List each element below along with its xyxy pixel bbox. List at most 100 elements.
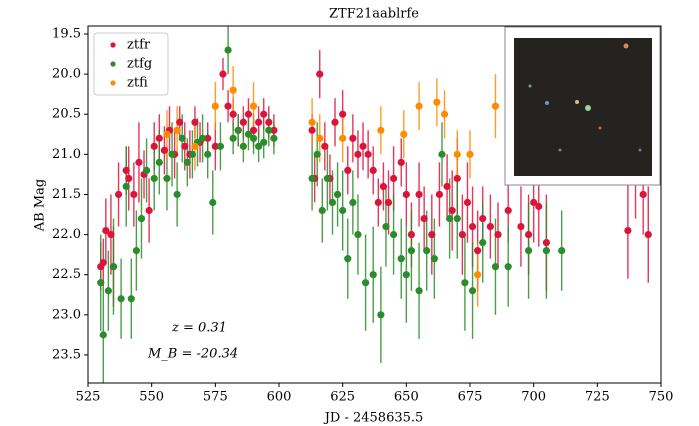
data-point [308, 174, 316, 183]
data-point [377, 311, 385, 319]
data-point [369, 271, 377, 279]
data-point [479, 239, 487, 247]
data-point [433, 98, 441, 106]
data-point [535, 202, 543, 211]
legend-marker [110, 42, 116, 48]
y-tick-label: 20.5 [52, 107, 81, 122]
data-point [178, 134, 186, 142]
data-point [224, 46, 232, 54]
data-point [150, 142, 158, 150]
inset-source [585, 105, 591, 111]
data-point [440, 110, 449, 118]
inset-star [638, 148, 642, 152]
x-tick-label: 725 [585, 390, 610, 405]
data-point [99, 331, 107, 339]
data-point [397, 255, 405, 263]
data-point [331, 118, 339, 126]
data-point [453, 214, 461, 223]
legend-marker [110, 80, 116, 86]
data-point [204, 150, 212, 158]
x-axis-label: JD - 2458635.5 [323, 411, 424, 426]
data-point [219, 70, 227, 78]
data-point [504, 206, 512, 215]
x-tick-label: 750 [649, 390, 674, 405]
data-point [415, 190, 423, 199]
data-point [249, 134, 258, 142]
data-point [407, 230, 416, 239]
data-point [639, 190, 647, 199]
data-point [328, 198, 337, 207]
data-point [379, 182, 388, 191]
chart-title: ZTF21aablrfe [329, 7, 419, 22]
data-point [155, 158, 163, 166]
data-point [130, 190, 138, 199]
plot-area [97, 26, 652, 383]
data-point [104, 287, 112, 295]
y-tick-label: 21.5 [52, 187, 81, 202]
data-point [107, 230, 115, 239]
data-point [468, 287, 477, 295]
data-point [132, 247, 140, 255]
data-point [316, 134, 324, 142]
data-point [530, 198, 538, 207]
data-point [407, 247, 416, 255]
data-point [260, 138, 268, 146]
data-point [486, 222, 494, 231]
legend-label: ztfg [127, 57, 152, 72]
inset-star [545, 101, 549, 105]
data-point [474, 271, 482, 279]
data-point [173, 190, 181, 199]
data-point [542, 239, 551, 247]
data-point [211, 142, 219, 150]
data-point [374, 198, 382, 207]
data-point [402, 271, 410, 279]
x-tick-label: 600 [267, 390, 292, 405]
data-point [255, 118, 263, 126]
data-point [260, 110, 268, 118]
data-point [155, 134, 163, 142]
data-point [150, 174, 158, 183]
y-tick-label: 22.0 [52, 227, 81, 242]
data-point [369, 166, 377, 175]
data-point [239, 142, 247, 150]
data-point [265, 126, 273, 134]
axes-frame [87, 25, 662, 384]
data-point [448, 206, 456, 215]
annotation: z = 0.31 [171, 321, 227, 336]
y-axis-label: AB Mag [33, 179, 48, 232]
data-point [644, 230, 652, 239]
data-point [211, 102, 219, 110]
data-point [229, 110, 237, 118]
data-point [239, 118, 247, 126]
data-point [446, 214, 454, 223]
data-point [97, 279, 105, 287]
data-point [183, 158, 191, 166]
data-point [163, 130, 171, 138]
data-point [491, 263, 500, 271]
data-point [415, 287, 423, 295]
data-point [137, 214, 146, 223]
data-point [430, 255, 438, 263]
data-point [397, 158, 405, 166]
data-point [122, 182, 130, 191]
data-point [468, 222, 477, 231]
data-point [364, 150, 372, 158]
data-point [181, 142, 189, 150]
data-point [191, 142, 199, 150]
data-point [384, 198, 393, 207]
data-point [400, 130, 408, 138]
data-point [265, 118, 273, 126]
data-point [524, 230, 533, 239]
data-point [234, 126, 242, 134]
inset-star [558, 148, 562, 152]
data-point [463, 198, 472, 207]
data-point [479, 214, 487, 223]
data-point [168, 150, 176, 158]
x-tick-label: 550 [139, 390, 164, 405]
inset-star [575, 100, 579, 104]
data-point [461, 279, 469, 287]
data-point [229, 134, 237, 142]
data-point [458, 230, 466, 239]
data-point [339, 110, 347, 118]
data-point [344, 166, 352, 175]
